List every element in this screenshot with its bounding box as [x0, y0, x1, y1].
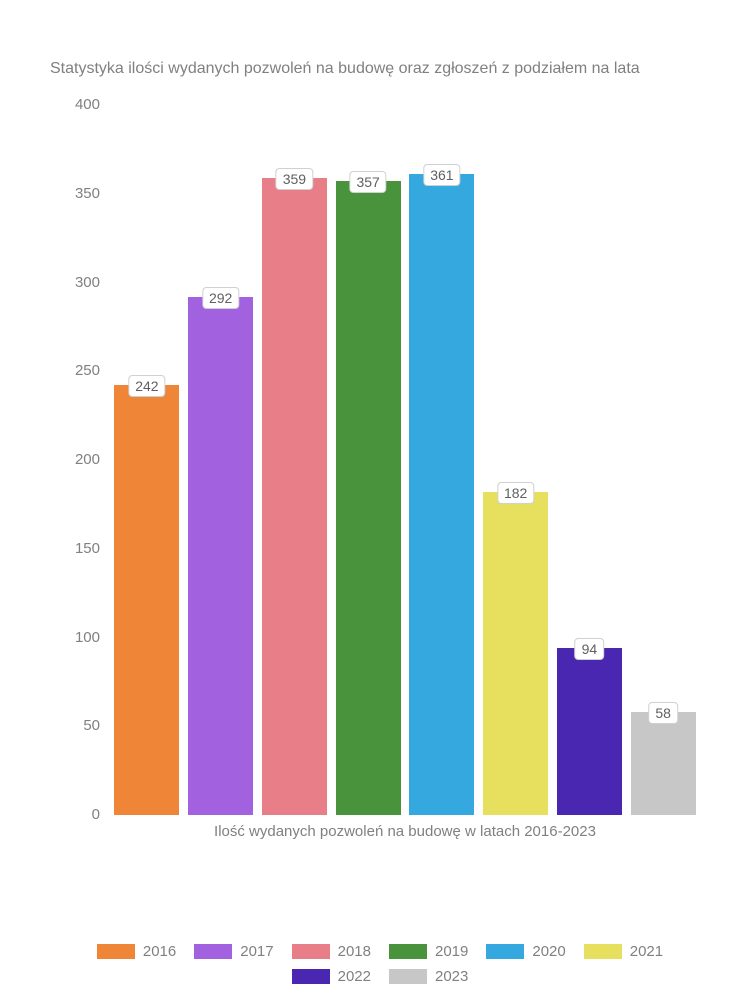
y-tick-label: 150 [60, 540, 100, 557]
legend-swatch [292, 969, 330, 984]
bar [336, 181, 401, 815]
y-tick-label: 300 [60, 274, 100, 291]
bar-value-label: 361 [423, 164, 460, 186]
y-tick-label: 250 [60, 362, 100, 379]
bar [262, 178, 327, 815]
bar-value-label: 292 [202, 287, 239, 309]
legend-item: 2023 [389, 968, 468, 985]
legend-label: 2016 [143, 943, 176, 960]
legend-label: 2023 [435, 968, 468, 985]
legend-label: 2019 [435, 943, 468, 960]
legend-label: 2018 [338, 943, 371, 960]
y-tick-label: 100 [60, 629, 100, 646]
legend-swatch [584, 944, 622, 959]
legend-item: 2019 [389, 943, 468, 960]
bar [114, 385, 179, 815]
y-tick-label: 200 [60, 451, 100, 468]
legend: 2016 2017 2018 2019 2020 2021 2022 2023 [50, 943, 710, 985]
legend-swatch [389, 969, 427, 984]
bar [188, 297, 253, 815]
legend-label: 2021 [630, 943, 663, 960]
legend-swatch [97, 944, 135, 959]
bar-value-label: 94 [575, 638, 605, 660]
legend-swatch [194, 944, 232, 959]
y-tick-label: 350 [60, 185, 100, 202]
legend-item: 2021 [584, 943, 663, 960]
legend-swatch [292, 944, 330, 959]
bar-value-label: 359 [276, 168, 313, 190]
legend-label: 2022 [338, 968, 371, 985]
y-tick-label: 50 [60, 717, 100, 734]
bar [483, 492, 548, 815]
legend-item: 2022 [292, 968, 371, 985]
bar [631, 712, 696, 815]
bar [409, 174, 474, 815]
plot-area: 242 292 359 357 361 182 94 58 [110, 105, 700, 815]
bar-value-label: 242 [128, 375, 165, 397]
bar-value-label: 182 [497, 482, 534, 504]
legend-item: 2016 [97, 943, 176, 960]
legend-item: 2020 [486, 943, 565, 960]
chart-container: 0 50 100 150 200 250 300 350 400 242 292 359 357 361… [50, 70, 710, 900]
y-tick-label: 400 [60, 96, 100, 113]
bar-value-label: 58 [648, 702, 678, 724]
legend-label: 2020 [532, 943, 565, 960]
y-tick-label: 0 [60, 806, 100, 823]
legend-label: 2017 [240, 943, 273, 960]
legend-swatch [486, 944, 524, 959]
legend-item: 2017 [194, 943, 273, 960]
legend-item: 2018 [292, 943, 371, 960]
bar [557, 648, 622, 815]
legend-swatch [389, 944, 427, 959]
bar-value-label: 357 [349, 171, 386, 193]
x-axis-label: Ilość wydanych pozwoleń na budowę w lata… [110, 823, 700, 840]
